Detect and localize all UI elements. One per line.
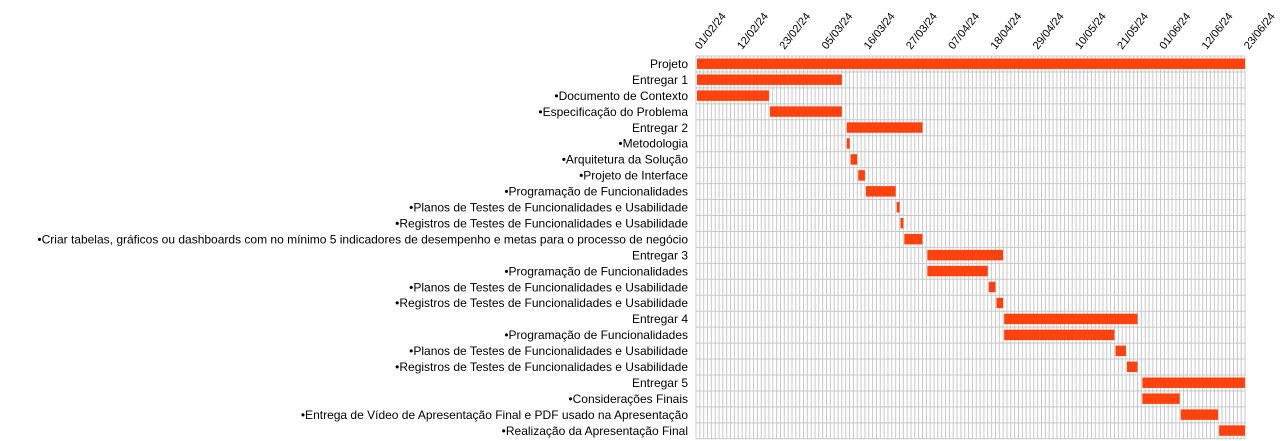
task-label: Entregar 4: [632, 312, 688, 326]
gantt-bar: [1142, 393, 1180, 404]
tick-label: 07/04/24: [946, 11, 982, 52]
task-label: Entregar 2: [632, 121, 688, 135]
gantt-bar: [1180, 409, 1219, 420]
task-label: •Projeto de Interface: [579, 169, 688, 183]
tick-label: 12/06/24: [1200, 11, 1236, 52]
tick-label: 23/06/24: [1242, 11, 1278, 52]
tick-label: 16/03/24: [862, 11, 898, 52]
task-label: Entregar 3: [632, 248, 688, 262]
tick-label: 18/04/24: [989, 11, 1025, 52]
gantt-bar: [769, 106, 842, 117]
task-label: •Especificação do Problema: [538, 105, 688, 119]
chart-bars: [697, 58, 1245, 436]
gantt-bar: [1115, 345, 1126, 357]
gantt-bar: [846, 138, 850, 149]
gantt-bar: [1142, 377, 1245, 388]
gantt-bar: [904, 233, 923, 245]
task-label: •Arquitetura da Solução: [562, 153, 689, 167]
task-label: •Programação de Funcionalidades: [504, 264, 688, 278]
gantt-bar: [896, 202, 900, 213]
task-label: •Criar tabelas, gráficos ou dashboards c…: [37, 232, 688, 246]
tick-label: 01/02/24: [693, 11, 729, 52]
task-label: •Registros de Testes de Funcionalidades …: [395, 360, 688, 374]
gantt-bar: [1126, 361, 1138, 372]
task-label: •Planos de Testes de Funcionalidades e U…: [409, 344, 688, 358]
tick-label: 21/05/24: [1115, 11, 1151, 52]
task-label: •Programação de Funcionalidades: [504, 328, 688, 342]
tick-label: 12/02/24: [735, 11, 771, 52]
gantt-bar: [858, 170, 865, 181]
gantt-bar: [865, 186, 896, 197]
gantt-bar: [996, 297, 1004, 309]
tick-label: 10/05/24: [1073, 11, 1109, 52]
task-label: Entregar 5: [632, 376, 688, 390]
task-label: •Registros de Testes de Funcionalidades …: [395, 296, 688, 310]
tick-label: 29/04/24: [1031, 11, 1067, 52]
gantt-bar: [927, 249, 1004, 261]
task-label: •Registros de Testes de Funcionalidades …: [395, 216, 688, 230]
date-tick-labels: 01/02/24 12/02/24 23/02/24 05/03/24 16/03/24…: [693, 11, 1278, 52]
gantt-bar: [1219, 425, 1245, 436]
gantt-bar: [697, 58, 1245, 69]
gantt-bar: [850, 154, 858, 165]
task-labels: Projeto Entregar 1 •Documento de Contexto •…: [37, 57, 688, 438]
tick-label: 23/02/24: [777, 11, 813, 52]
task-label: Entregar 1: [632, 73, 688, 87]
task-label: •Considerações Finais: [568, 392, 688, 406]
gantt-bar: [988, 281, 996, 293]
tick-label: 27/03/24: [904, 11, 940, 52]
gantt-bar: [900, 218, 904, 229]
task-label: •Planos de Testes de Funcionalidades e U…: [409, 280, 688, 294]
tick-label: 05/03/24: [820, 11, 856, 52]
task-label: •Planos de Testes de Funcionalidades e U…: [409, 201, 688, 215]
task-label: •Documento de Contexto: [554, 89, 688, 103]
gantt-bar: [697, 90, 769, 101]
gantt-bar: [1004, 329, 1115, 341]
tick-label: 01/06/24: [1157, 11, 1193, 52]
task-label: Projeto: [650, 57, 688, 71]
task-label: •Realização da Apresentação Final: [502, 424, 688, 438]
gantt-bar: [1004, 313, 1138, 325]
gantt-bar: [697, 74, 842, 85]
task-label: •Programação de Funcionalidades: [504, 185, 688, 199]
gantt-bar: [846, 122, 923, 133]
task-label: •Metodologia: [618, 137, 688, 151]
gantt-bar: [927, 265, 988, 277]
task-label: •Entrega de Vídeo de Apresentação Final …: [301, 408, 688, 422]
chart-grid: [695, 55, 1246, 440]
